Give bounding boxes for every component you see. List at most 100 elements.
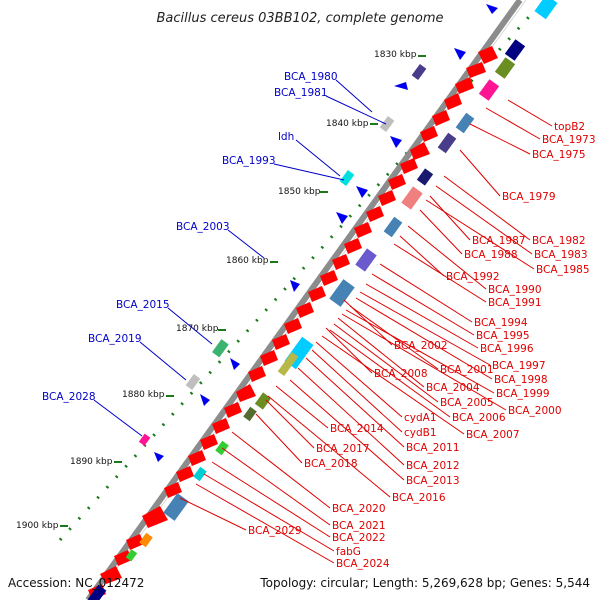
- gene-label: BCA_2014: [330, 423, 384, 435]
- gene-leader-line: [311, 349, 403, 433]
- cog-block: [455, 112, 475, 134]
- plus-gene-block: [212, 339, 229, 358]
- cds-arrow: [432, 110, 450, 126]
- gene-label: BCA_1991: [488, 297, 542, 309]
- cog-block: [193, 466, 207, 482]
- gene-leader-line: [321, 335, 465, 435]
- gene-label: BCA_1979: [502, 191, 556, 203]
- plus-gene-block: [411, 63, 427, 81]
- gene-label: BCA_2019: [88, 333, 142, 345]
- gene-leader-line: [315, 341, 403, 418]
- gene-label: BCA_2013: [406, 475, 460, 487]
- gene-leader-line: [325, 95, 387, 125]
- genome-info-text: Topology: circular; Length: 5,269,628 bp…: [259, 576, 590, 590]
- minus-labels: topB2 BCA_1973 BCA_1975 BCA_1979 BCA_198…: [179, 99, 596, 570]
- gene-leader-line: [335, 79, 373, 113]
- cog-block: [243, 406, 257, 422]
- plus-labels: BCA_1980 BCA_1981 ldh BCA_1993 BCA_2003 …: [42, 71, 387, 437]
- cog-block: [355, 248, 377, 272]
- plus-gene-arrow: [394, 82, 408, 90]
- gene-leader-line: [407, 225, 487, 290]
- gene-leader-line: [425, 199, 535, 270]
- gene-label: BCA_2015: [116, 299, 170, 311]
- cds-arrow: [114, 550, 132, 566]
- gene-leader-line: [275, 385, 329, 429]
- gene-label: fabG: [336, 546, 361, 558]
- gene-label: BCA_1975: [532, 149, 586, 161]
- gene-label: BCA_1987: [472, 235, 526, 247]
- cds-arrow: [260, 350, 278, 366]
- gene-leader-line: [297, 367, 405, 466]
- gene-leader-line: [289, 379, 405, 481]
- gene-leader-line: [507, 99, 553, 127]
- gene-leader-line: [295, 139, 341, 177]
- plus-gene-block: [185, 373, 201, 391]
- gene-leader-line: [379, 263, 473, 323]
- gene-leader-line: [203, 473, 335, 552]
- gene-label: BCA_1992: [446, 271, 500, 283]
- gene-leader-line: [399, 235, 445, 277]
- cog-block: [163, 493, 189, 521]
- plus-gene-arrow: [356, 186, 368, 198]
- gene-leader-line: [429, 195, 471, 241]
- plus-gene-arrow: [200, 394, 210, 406]
- cds-arrow: [444, 93, 462, 110]
- cog-block: [494, 57, 516, 79]
- gene-leader-line: [221, 447, 331, 526]
- cds-arrow: [378, 190, 396, 206]
- gene-label: BCA_2000: [508, 405, 562, 417]
- cds-arrow: [366, 206, 384, 222]
- cds-arrow: [188, 450, 206, 466]
- gene-label: BCA_1990: [488, 284, 542, 296]
- gene-leader-line: [485, 107, 541, 140]
- gene-label: BCA_1988: [464, 249, 518, 261]
- gene-leader-line: [337, 317, 425, 388]
- gene-label: BCA_1994: [474, 317, 528, 329]
- cds-arrow: [308, 286, 326, 302]
- gene-label: BCA_2007: [466, 429, 520, 441]
- cds-arrow: [248, 366, 266, 382]
- scale-label: 1870 kbp: [176, 324, 219, 334]
- cds-arrow: [320, 270, 338, 286]
- plus-strand-track: [138, 4, 498, 462]
- gene-leader-line: [211, 461, 331, 538]
- gene-label: BCA_1983: [534, 249, 588, 261]
- plus-gene-block: [138, 433, 151, 446]
- gene-label: BCA_2012: [406, 460, 460, 472]
- gene-leader-line: [435, 185, 533, 255]
- gene-label: BCA_1996: [480, 343, 534, 355]
- cog-block: [478, 79, 500, 101]
- plus-gene-block: [339, 169, 355, 187]
- cog-block: [416, 168, 434, 186]
- cog-block-track: [87, 0, 558, 600]
- gene-leader-line: [459, 149, 501, 197]
- cog-block: [504, 39, 526, 61]
- plus-gene-block: [379, 115, 395, 133]
- cds-arrow: [332, 254, 350, 270]
- cds-arrow: [466, 62, 486, 78]
- cds-arrow: [344, 238, 362, 254]
- gene-label: BCA_1981: [274, 87, 328, 99]
- gene-label: BCA_2021: [332, 520, 386, 532]
- cog-block: [87, 584, 107, 600]
- gene-label: BCA_1980: [284, 71, 338, 83]
- gene-leader-line: [333, 323, 439, 403]
- gene-leader-line: [231, 431, 331, 509]
- cds-arrow: [236, 384, 256, 402]
- gene-leader-line: [305, 357, 405, 448]
- cog-block: [139, 532, 153, 548]
- scale-label: 1890 kbp: [70, 457, 113, 467]
- plus-gene-arrow: [154, 452, 164, 462]
- gene-label: BCA_2029: [248, 525, 302, 537]
- gene-leader-line: [469, 123, 531, 155]
- gene-leader-line: [273, 163, 345, 181]
- map-title: Bacillus cereus 03BB102, complete genome: [156, 11, 443, 26]
- gene-label: BCA_1973: [542, 134, 596, 146]
- gene-label: BCA_1982: [532, 235, 586, 247]
- gene-label: BCA_1993: [222, 155, 276, 167]
- cds-arrow: [272, 334, 290, 350]
- cds-arrow: [284, 318, 302, 334]
- cog-block: [437, 132, 457, 154]
- cog-block: [383, 216, 403, 238]
